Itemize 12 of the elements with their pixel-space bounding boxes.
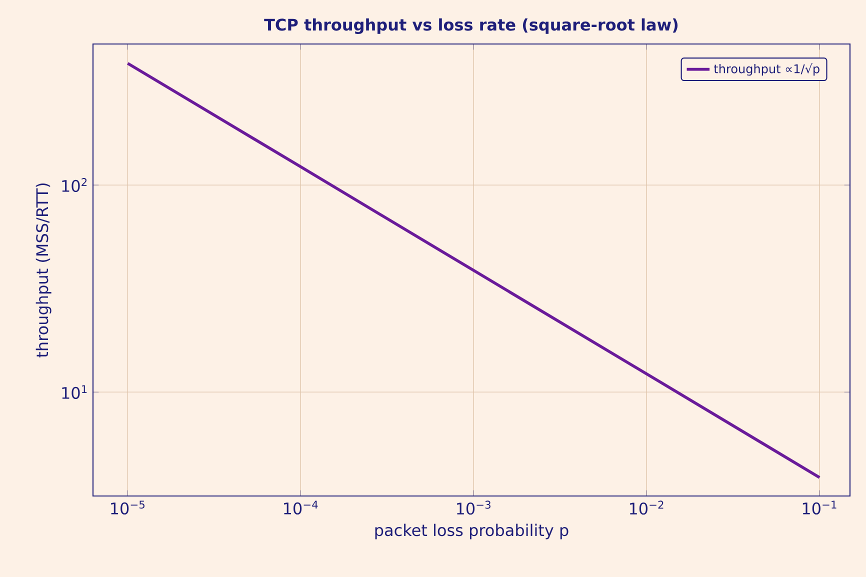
- x-tick-label: 10$^{−1}$: [802, 500, 836, 515]
- line-series: [126, 62, 821, 479]
- y-axis-title: throughput (MSS/RTT): [36, 183, 52, 358]
- y-tick-label: 10$^{2}$: [62, 178, 87, 192]
- x-tick-label: 10$^{−3}$: [457, 500, 490, 515]
- y-tick-label: 10$^{1}$: [62, 385, 87, 400]
- x-tick-label: 10$^{−2}$: [630, 500, 664, 515]
- legend-label: throughput ∝1/√p: [714, 63, 820, 76]
- x-tick-label: 10$^{−4}$: [284, 500, 318, 515]
- chart-title: TCP throughput vs loss rate (square-root law): [264, 18, 678, 34]
- x-axis-title: packet loss probability p: [375, 524, 568, 540]
- x-tick-label: 10$^{−5}$: [111, 500, 144, 515]
